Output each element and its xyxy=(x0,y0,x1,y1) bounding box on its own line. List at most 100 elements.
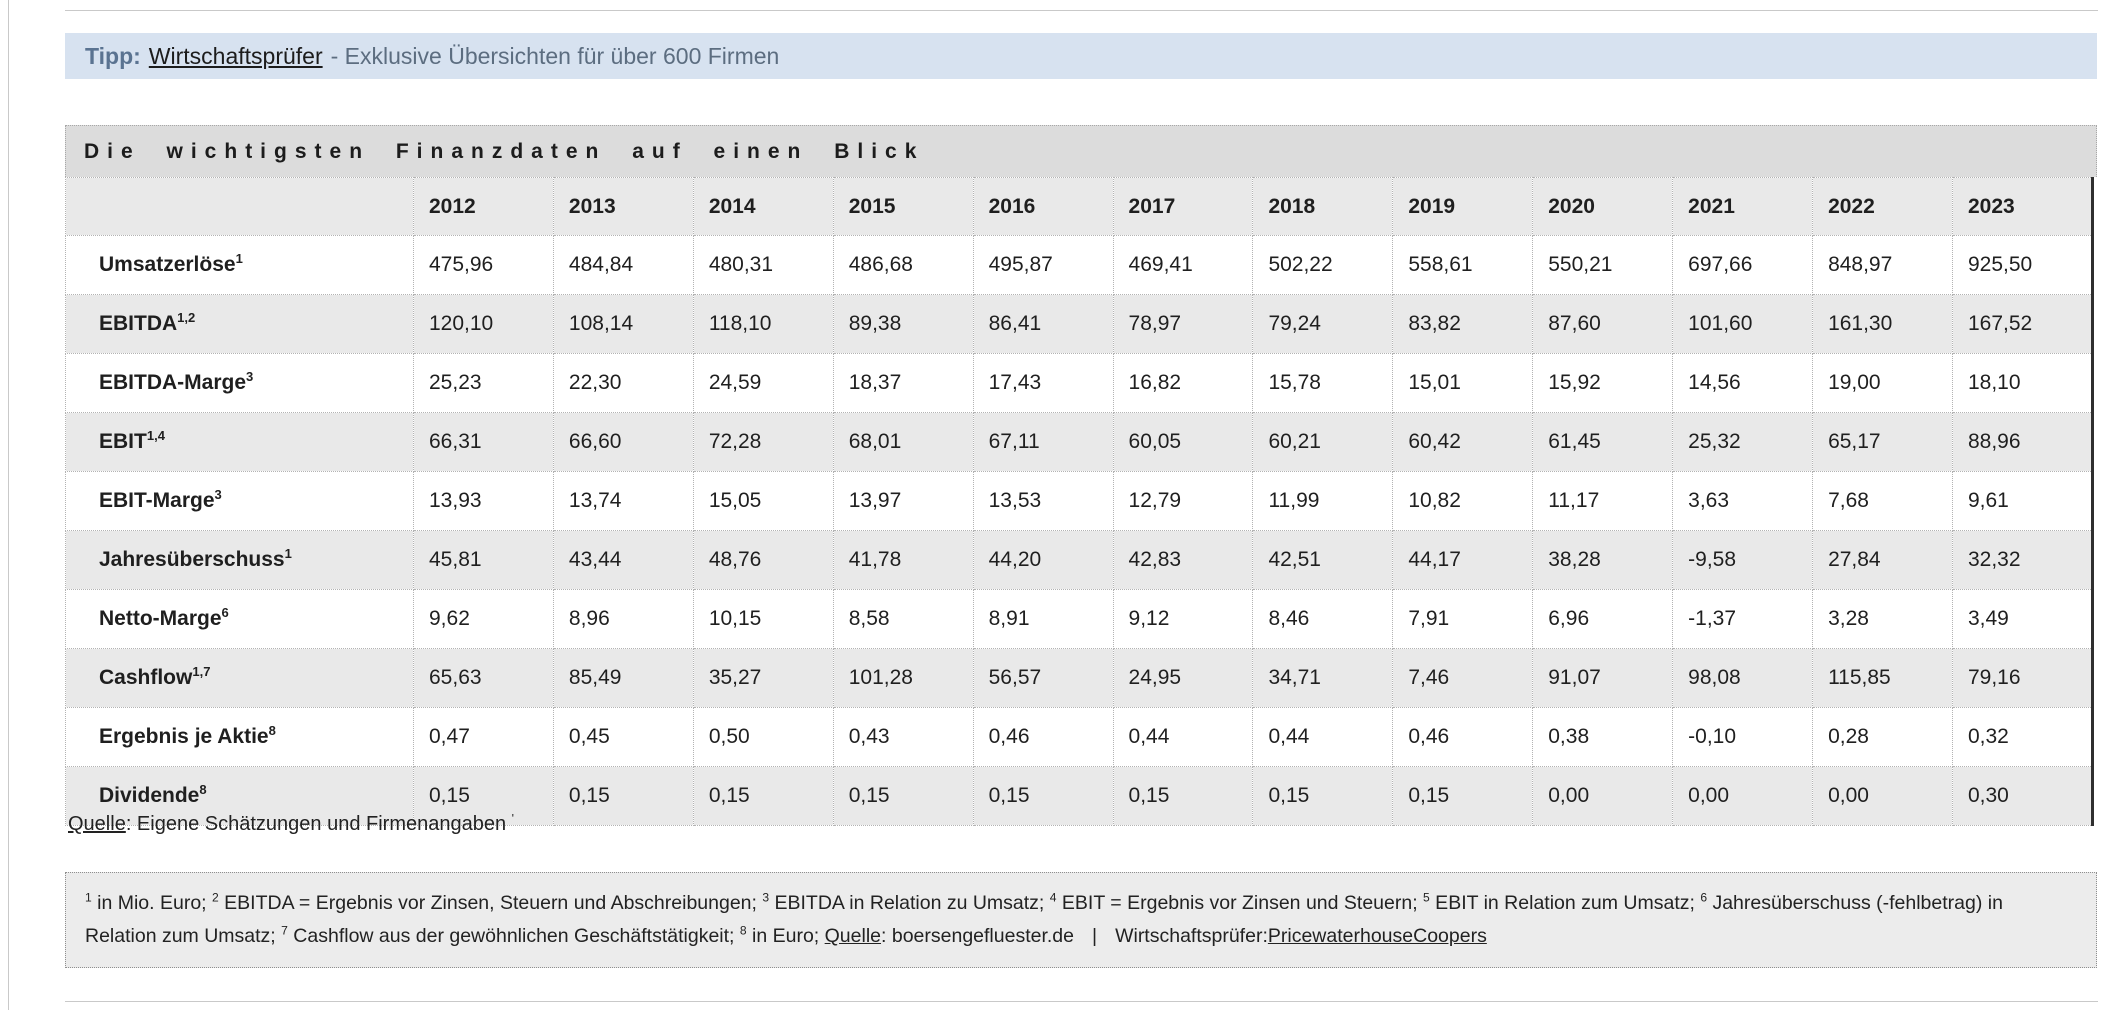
year-header: 2013 xyxy=(552,177,694,236)
year-header: 2019 xyxy=(1392,177,1534,236)
table-cell: 3,49 xyxy=(1951,589,2094,649)
table-header-row: 2012 2013 2014 2015 2016 2017 2018 2019 2020 2021… xyxy=(65,177,2094,236)
table-cell: 13,93 xyxy=(413,471,554,531)
table-row: EBITDA1,2 120,10 108,14 118,10 89,38 86,41 78,… xyxy=(65,294,2094,354)
table-cell: 15,92 xyxy=(1532,353,1674,413)
table-cell: 15,78 xyxy=(1252,353,1394,413)
table-cell: 13,74 xyxy=(552,471,694,531)
footnote-ref: 6 xyxy=(1700,890,1708,905)
year-header: 2020 xyxy=(1532,177,1674,236)
table-cell: 7,46 xyxy=(1392,648,1534,708)
footnote-ref: 7 xyxy=(281,923,288,938)
table-cell: -9,58 xyxy=(1672,530,1814,590)
table-cell: 89,38 xyxy=(832,294,974,354)
pricewaterhousecoopers-link[interactable]: PricewaterhouseCoopers xyxy=(1267,925,1487,948)
table-cell: 67,11 xyxy=(972,412,1114,472)
table-cell: 91,07 xyxy=(1532,648,1674,708)
row-label: EBIT-Marge3 xyxy=(65,471,414,531)
row-label: Jahresüberschuss1 xyxy=(65,530,414,590)
left-page-rule xyxy=(8,0,9,1010)
table-cell: 18,10 xyxy=(1951,353,2094,413)
row-label-footnote-ref: 1,7 xyxy=(192,664,211,679)
table-cell: 35,27 xyxy=(692,648,834,708)
table-row: Cashflow1,7 65,63 85,49 35,27 101,28 56,57 24,… xyxy=(65,648,2094,708)
top-divider-rule xyxy=(65,10,2098,11)
auditor-label: Wirtschaftsprüfer: xyxy=(1115,925,1268,948)
table-cell: 13,53 xyxy=(972,471,1114,531)
tip-banner: Tipp: Wirtschaftsprüfer - Exklusive Über… xyxy=(65,33,2097,79)
table-cell: 60,05 xyxy=(1112,412,1254,472)
table-cell: 0,46 xyxy=(972,707,1114,767)
table-cell: 34,71 xyxy=(1252,648,1394,708)
table-cell: 56,57 xyxy=(972,648,1114,708)
table-cell: 118,10 xyxy=(692,294,834,354)
table-row: Netto-Marge6 9,62 8,96 10,15 8,58 8,91 9,12 8,4… xyxy=(65,589,2094,649)
table-cell: 24,59 xyxy=(692,353,834,413)
year-header: 2021 xyxy=(1672,177,1814,236)
tipp-label: Tipp: xyxy=(85,42,141,69)
empty-header-cell xyxy=(65,177,414,236)
table-cell: 19,00 xyxy=(1812,353,1953,413)
row-label: Umsatzerlöse1 xyxy=(65,235,414,295)
table-cell: 0,15 xyxy=(1252,766,1394,826)
table-cell: 502,22 xyxy=(1252,235,1394,295)
table-cell: 0,47 xyxy=(413,707,554,767)
table-cell: 6,96 xyxy=(1532,589,1674,649)
row-label-footnote-ref: 3 xyxy=(214,487,222,502)
table-cell: 17,43 xyxy=(972,353,1114,413)
table-cell: 697,66 xyxy=(1672,235,1814,295)
quelle-label: Quelle xyxy=(68,813,126,835)
source-text: : Eigene Schätzungen und Firmenangaben xyxy=(125,813,512,835)
row-label-footnote-ref: 8 xyxy=(268,723,276,738)
year-header: 2018 xyxy=(1252,177,1394,236)
table-cell: 66,31 xyxy=(413,412,554,472)
table-cell: 9,12 xyxy=(1112,589,1254,649)
table-cell: 22,30 xyxy=(552,353,694,413)
table-cell: 120,10 xyxy=(413,294,554,354)
row-label: Ergebnis je Aktie8 xyxy=(65,707,414,767)
table-cell: 41,78 xyxy=(832,530,974,590)
pipe-separator: | xyxy=(1092,925,1098,948)
year-header: 2022 xyxy=(1812,177,1953,236)
bottom-divider-rule xyxy=(65,1001,2098,1002)
table-cell: 68,01 xyxy=(832,412,974,472)
table-cell: 45,81 xyxy=(413,530,554,590)
table-cell: 15,05 xyxy=(692,471,834,531)
table-cell: 0,15 xyxy=(413,766,554,826)
table-cell: 0,00 xyxy=(1672,766,1814,826)
footnote-quelle-text: : boersengefluester.de xyxy=(881,925,1074,948)
row-label: Cashflow1,7 xyxy=(65,648,414,708)
table-cell: 15,01 xyxy=(1392,353,1534,413)
table-cell: 11,99 xyxy=(1252,471,1394,531)
row-label-footnote-ref: 3 xyxy=(246,369,254,384)
table-cell: 0,28 xyxy=(1812,707,1953,767)
year-header: 2012 xyxy=(413,177,554,236)
footnote-ref: 1 xyxy=(85,890,92,905)
table-row: Umsatzerlöse1 475,96 484,84 480,31 486,68 495… xyxy=(65,235,2094,295)
row-label-footnote-ref: 1,4 xyxy=(146,428,165,443)
table-cell: 60,42 xyxy=(1392,412,1534,472)
table-cell: 0,44 xyxy=(1112,707,1254,767)
table-cell: 44,20 xyxy=(972,530,1114,590)
table-cell: 10,82 xyxy=(1392,471,1534,531)
year-header: 2023 xyxy=(1951,177,2094,236)
year-header: 2016 xyxy=(972,177,1114,236)
table-cell: 475,96 xyxy=(413,235,554,295)
table-cell: 0,00 xyxy=(1812,766,1953,826)
banner-text: - Exklusive Übersichten für über 600 Fir… xyxy=(330,42,780,69)
wirtschaftspruefer-link[interactable]: Wirtschaftsprüfer xyxy=(148,42,323,69)
table-cell: 24,95 xyxy=(1112,648,1254,708)
table-cell: 78,97 xyxy=(1112,294,1254,354)
table-cell: 42,83 xyxy=(1112,530,1254,590)
row-label-footnote-ref: 6 xyxy=(221,605,229,620)
table-cell: 484,84 xyxy=(552,235,694,295)
table-cell: 13,97 xyxy=(832,471,974,531)
row-label-footnote-ref: 1 xyxy=(284,546,292,561)
table-cell: 32,32 xyxy=(1951,530,2094,590)
table-cell: 9,61 xyxy=(1951,471,2094,531)
table-cell: 0,38 xyxy=(1532,707,1674,767)
table-cell: 87,60 xyxy=(1532,294,1674,354)
table-cell: 61,45 xyxy=(1532,412,1674,472)
table-cell: 0,30 xyxy=(1951,766,2094,826)
table-cell: 101,28 xyxy=(832,648,974,708)
